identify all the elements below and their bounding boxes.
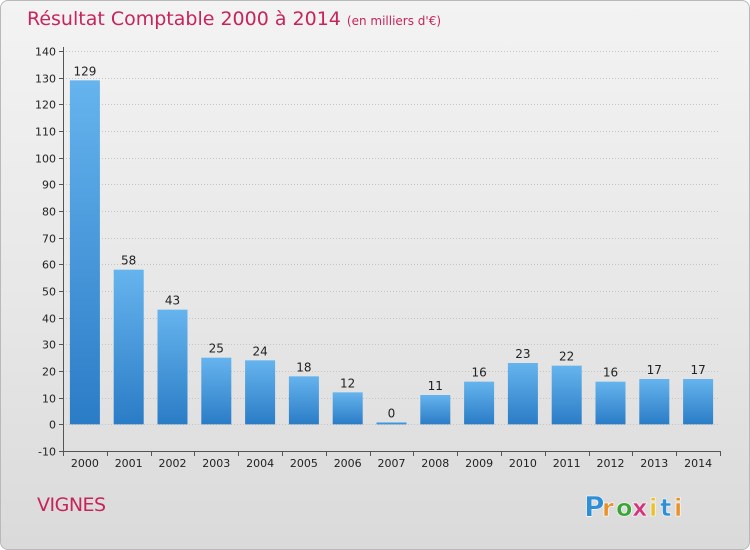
bar-2003 [201,357,232,425]
x-tick-label-2008: 2008 [421,457,449,470]
logo-letter: i [649,494,657,522]
value-label-2009: 16 [471,366,486,380]
bar-2013 [639,379,670,425]
y-tick-label: 20 [42,366,56,379]
y-tick-label: 30 [42,339,56,352]
bar-2012 [595,381,626,425]
x-tick-label-2012: 2012 [597,457,625,470]
value-label-2002: 43 [165,294,180,308]
value-label-2013: 17 [647,363,662,377]
y-tick-label: 80 [42,206,56,219]
logo-letter: t [660,494,671,522]
y-tick-label: 90 [42,179,56,192]
value-label-2003: 25 [209,342,224,356]
bar-2011 [551,365,582,425]
y-tick-label: 60 [42,259,56,272]
x-tick-label-2002: 2002 [159,457,187,470]
bar-2007 [376,422,407,425]
y-tick-label: 40 [42,313,56,326]
x-tick-label-2011: 2011 [553,457,581,470]
logo-letter: x [632,494,648,522]
value-label-2008: 11 [428,379,443,393]
logo-letter: r [602,494,614,522]
bar-2000 [69,80,100,425]
value-label-2011: 22 [559,350,574,364]
bar-2004 [245,360,276,425]
y-tick-label: 140 [35,46,56,59]
axes [59,47,721,456]
bar-2014 [683,379,714,425]
proxiti-logo: Pr o x i t i [584,490,683,524]
value-label-2000: 129 [73,64,96,78]
x-tick-label-2009: 2009 [465,457,493,470]
x-tick-label-2014: 2014 [684,457,712,470]
y-tick-label: 50 [42,286,56,299]
value-label-2006: 12 [340,376,355,390]
title-text: Résultat Comptable 2000 à 2014 [27,8,341,30]
x-tick-label-2001: 2001 [115,457,143,470]
y-tick-label: 120 [35,99,56,112]
value-label-2004: 24 [252,344,267,358]
y-tick-label: 0 [49,419,56,432]
value-label-2007: 0 [388,406,396,420]
bar-2008 [420,395,451,425]
bar-2006 [332,392,363,425]
logo-letter: o [616,494,633,522]
x-tick-label-2003: 2003 [202,457,230,470]
bars [69,80,714,425]
y-tick-label: 10 [42,393,56,406]
bar-2005 [288,376,319,425]
title-unit: (en milliers d'€) [346,14,442,28]
x-tick-label-2010: 2010 [509,457,537,470]
x-tick-label-2005: 2005 [290,457,318,470]
value-label-2012: 16 [603,366,618,380]
bar-2002 [157,309,188,425]
logo-letter: P [584,490,605,523]
y-tick-label: 70 [42,233,56,246]
x-tick-label-2000: 2000 [71,457,99,470]
y-tick-label: -10 [38,446,56,459]
x-tick-label-2004: 2004 [246,457,274,470]
logo-letter: i [674,494,682,522]
bar-2009 [464,381,495,425]
bar-2010 [507,363,538,425]
value-label-2014: 17 [690,363,705,377]
value-label-2010: 23 [515,347,530,361]
bar-2001 [113,269,144,425]
value-label-2001: 58 [121,254,136,268]
chart-title: Résultat Comptable 2000 à 2014 (en millie… [27,8,441,30]
y-tick-label: 110 [35,126,56,139]
x-tick-label-2007: 2007 [378,457,406,470]
y-tick-label: 130 [35,73,56,86]
x-tick-label-2006: 2006 [334,457,362,470]
town-name: VIGNES [37,494,106,516]
x-tick-label-2013: 2013 [640,457,668,470]
labels: -100102030405060708090100110120130140129… [35,46,712,471]
value-label-2005: 18 [296,360,311,374]
y-tick-label: 100 [35,153,56,166]
